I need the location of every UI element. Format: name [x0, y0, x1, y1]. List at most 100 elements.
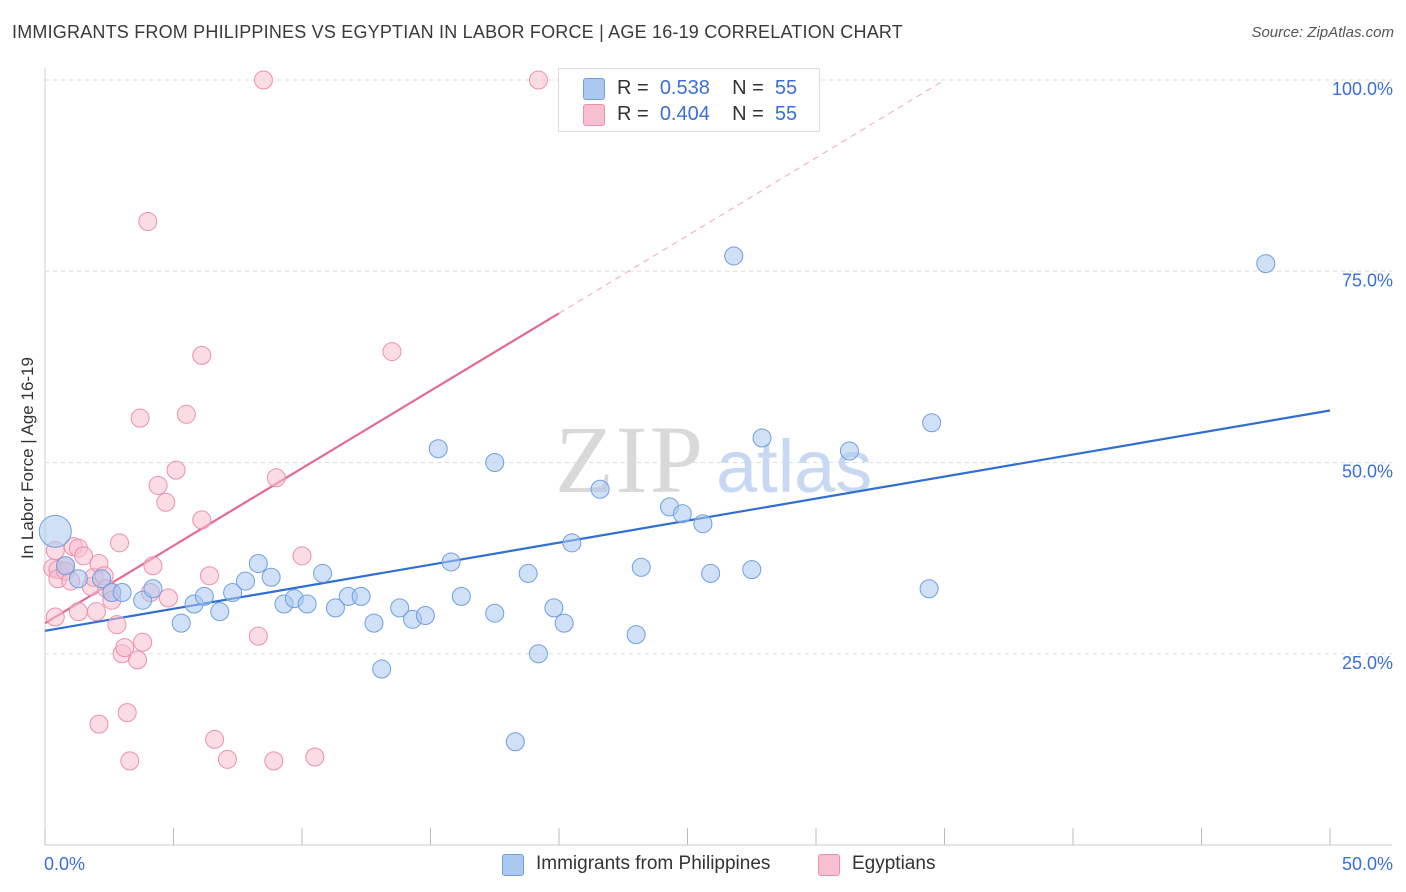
point-egyptians	[128, 650, 148, 670]
point-egyptians	[138, 212, 158, 232]
point-philippines	[693, 514, 713, 534]
point-egyptians	[156, 492, 176, 512]
point-philippines	[554, 613, 574, 633]
point-philippines	[441, 552, 461, 572]
point-egyptians	[192, 510, 212, 530]
point-philippines	[194, 586, 214, 606]
point-egyptians	[253, 70, 273, 90]
y-tick-label: 75.0%	[1342, 270, 1393, 290]
point-philippines	[505, 732, 525, 752]
y-axis-label: In Labor Force | Age 16-19	[18, 357, 37, 559]
point-philippines	[372, 659, 392, 679]
point-egyptians	[45, 607, 65, 627]
point-egyptians	[166, 460, 186, 480]
point-egyptians	[89, 714, 109, 734]
trendline-egyptians-extension	[558, 79, 945, 314]
point-egyptians	[133, 632, 153, 652]
point-philippines	[590, 479, 610, 499]
r-value-egyptians: 0.404	[659, 103, 710, 125]
point-egyptians	[107, 615, 127, 635]
point-egyptians	[158, 588, 178, 608]
point-philippines	[248, 553, 268, 573]
point-egyptians	[205, 729, 225, 749]
point-egyptians	[120, 751, 140, 771]
bottom-legend-swatch-blue	[502, 854, 524, 876]
point-egyptians	[292, 546, 312, 566]
point-philippines	[390, 598, 410, 618]
point-philippines	[351, 586, 371, 606]
legend-swatch-pink	[583, 104, 605, 126]
point-philippines	[919, 579, 939, 599]
point-philippines	[261, 567, 281, 587]
point-egyptians	[264, 751, 284, 771]
watermark-atlas: atlas	[716, 425, 872, 508]
y-tick-label: 25.0%	[1342, 653, 1393, 673]
point-philippines	[325, 598, 345, 618]
y-tick-label: 50.0%	[1342, 462, 1393, 482]
trend-layer	[44, 79, 1331, 632]
watermark: ZIP atlas	[555, 406, 872, 513]
point-egyptians	[176, 404, 196, 424]
point-egyptians	[86, 602, 106, 622]
point-egyptians	[68, 602, 88, 622]
point-egyptians	[528, 70, 548, 90]
grid-layer	[45, 79, 1392, 655]
point-philippines	[518, 563, 538, 583]
point-philippines	[485, 453, 505, 472]
stats-legend: R = 0.538 N = 55 R = 0.404 N = 55	[558, 68, 820, 132]
point-philippines	[313, 563, 333, 583]
point-philippines	[38, 514, 72, 548]
point-philippines	[672, 504, 692, 524]
point-philippines	[56, 556, 76, 576]
point-egyptians	[266, 468, 286, 488]
point-philippines	[297, 594, 317, 614]
legend-swatch-blue	[583, 78, 605, 100]
point-philippines	[451, 586, 471, 606]
point-philippines	[544, 598, 564, 618]
point-philippines	[68, 569, 88, 589]
bottom-legend-swatch-pink	[818, 854, 840, 876]
legend-text-philippines: R = 0.538 N = 55	[617, 77, 798, 99]
axis-layer	[44, 68, 1392, 846]
point-egyptians	[74, 546, 94, 566]
source-credit: Source: ZipAtlas.com	[1251, 24, 1394, 41]
point-philippines	[210, 602, 230, 622]
watermark-zip: ZIP	[555, 406, 705, 513]
x-tick-label: 50.0%	[1342, 854, 1393, 874]
bottom-legend-label-philippines: Immigrants from Philippines	[536, 853, 771, 874]
point-philippines	[528, 644, 548, 664]
points-layer	[38, 70, 1276, 771]
n-value-egyptians: 55	[774, 103, 798, 125]
point-philippines	[631, 557, 651, 577]
chart-title: IMMIGRANTS FROM PHILIPPINES VS EGYPTIAN …	[12, 22, 903, 42]
point-egyptians	[110, 533, 130, 553]
point-philippines	[562, 533, 582, 553]
trendline-egyptians	[44, 312, 560, 625]
point-philippines	[143, 579, 163, 599]
point-philippines	[171, 613, 191, 633]
point-egyptians	[192, 345, 212, 365]
point-egyptians	[305, 747, 325, 767]
point-philippines	[223, 583, 243, 603]
point-egyptians	[382, 342, 402, 362]
point-egyptians	[130, 408, 150, 428]
point-philippines	[235, 571, 255, 591]
bottom-legend-label-egyptians: Egyptians	[852, 853, 936, 874]
point-philippines	[922, 413, 942, 433]
point-philippines	[92, 569, 112, 589]
x-tick-label: 0.0%	[44, 854, 85, 874]
point-philippines	[701, 563, 721, 583]
point-philippines	[428, 439, 448, 459]
point-egyptians	[115, 638, 135, 658]
point-philippines	[724, 246, 744, 266]
n-value-philippines: 55	[774, 77, 798, 99]
point-egyptians	[117, 703, 137, 723]
tick-label-layer: 25.0% 50.0% 75.0% 100.0% 0.0% 50.0%	[44, 79, 1393, 874]
y-tick-label: 100.0%	[1332, 79, 1393, 99]
point-egyptians	[143, 556, 163, 576]
point-egyptians	[217, 749, 237, 769]
point-egyptians	[148, 475, 168, 495]
legend-text-egyptians: R = 0.404 N = 55	[617, 103, 798, 125]
point-philippines	[1256, 254, 1276, 274]
